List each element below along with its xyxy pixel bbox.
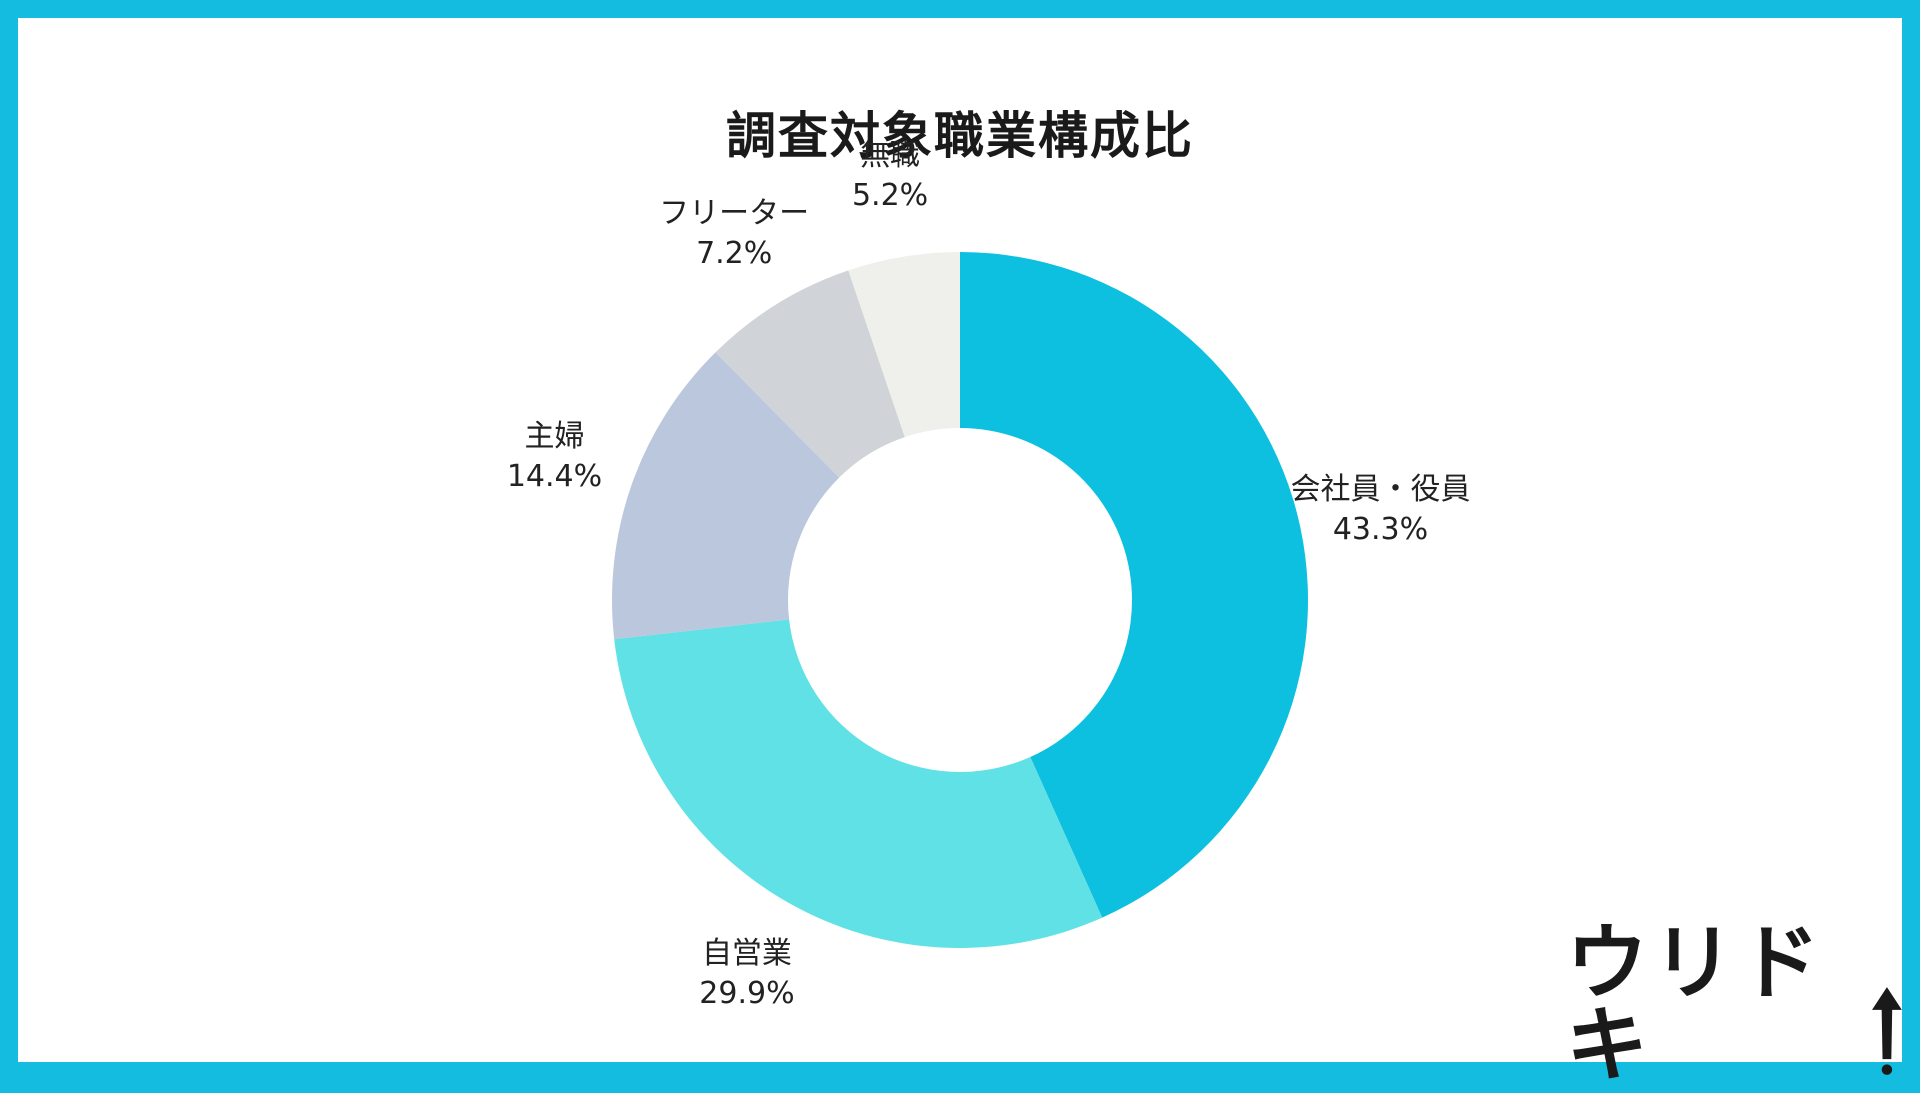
slice-name: 無職 — [860, 137, 921, 173]
slice-label-3: フリーター 7.2% — [659, 194, 809, 274]
up-arrow-icon — [1872, 987, 1902, 1075]
brand-logo: ウリドキ — [1566, 923, 1902, 1087]
slice-name: 自営業 — [701, 935, 792, 971]
slice-name: フリーター — [659, 196, 810, 232]
chart-card: 調査対象職業構成比 会社員・役員 43.3% 自営業 29.9% 主婦 14.4% フリータ… — [18, 18, 1902, 1087]
donut-slice-1 — [614, 619, 1103, 948]
slice-value: 43.3% — [1332, 512, 1429, 548]
chart-title: 調査対象職業構成比 — [726, 107, 1194, 165]
donut-slice-3 — [715, 270, 905, 478]
donut-slice-2 — [612, 352, 840, 640]
slice-value: 5.2% — [851, 177, 929, 213]
slice-name: 会社員・役員 — [1290, 472, 1471, 508]
donut-slice-4 — [848, 252, 960, 438]
slice-label-1: 自営業 29.9% — [699, 934, 794, 1014]
donut-chart — [612, 252, 1308, 948]
slice-label-2: 主婦 14.4% — [507, 417, 602, 497]
donut-slice-0 — [960, 252, 1308, 918]
logo-text: ウリドキ — [1566, 916, 1825, 1093]
slice-label-4: 無職 5.2% — [852, 136, 928, 216]
slice-value: 7.2% — [696, 236, 773, 272]
slice-name: 主婦 — [524, 418, 585, 454]
slice-value: 14.4% — [506, 458, 603, 494]
slice-value: 29.9% — [699, 975, 795, 1011]
slice-label-0: 会社員・役員 43.3% — [1291, 470, 1471, 550]
